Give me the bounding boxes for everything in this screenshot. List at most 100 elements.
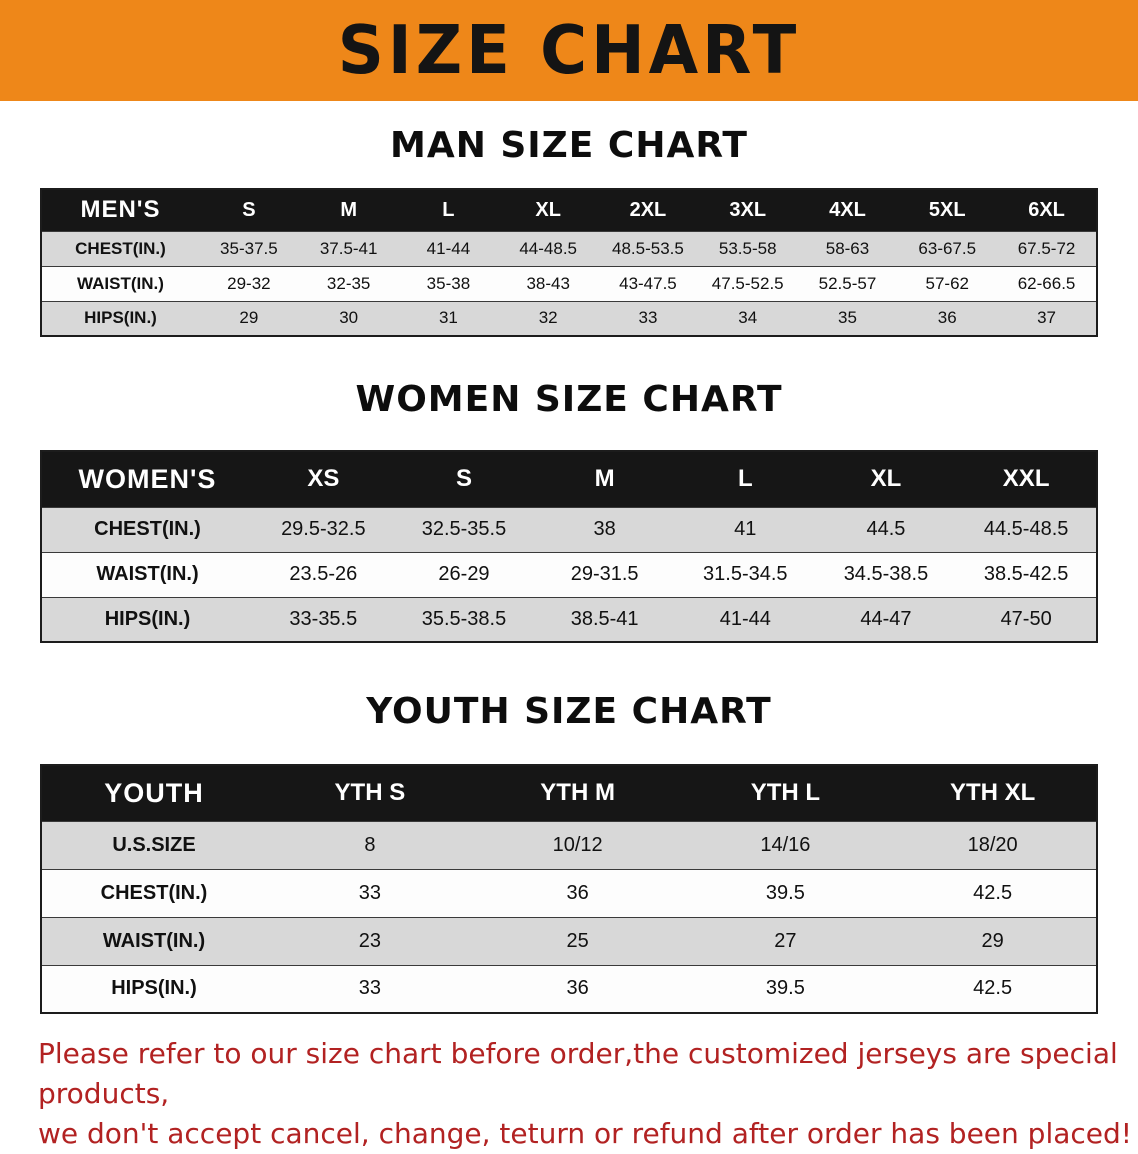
youth-size-table: YOUTH YTH S YTH M YTH L YTH XL U.S.SIZE 8 10/12… [40,764,1098,1014]
size-value: 29 [889,916,1097,965]
size-value: 29-32 [199,265,299,301]
size-value: 41-44 [398,230,499,266]
size-column-header: L [398,189,499,231]
row-label: WAIST(IN.) [41,551,253,597]
size-value: 36 [897,300,998,336]
row-label: HIPS(IN.) [41,596,253,642]
page-title: SIZE CHART [337,11,801,90]
size-value: 48.5-53.5 [598,230,698,266]
size-column-header: XL [815,451,957,507]
size-value: 8 [266,820,474,869]
size-value: 33 [266,964,474,1013]
size-value: 38 [534,506,675,552]
table-row: WAIST(IN.) 23 25 27 29 [41,916,1097,965]
size-column-header: 3XL [697,189,798,231]
size-value: 35-38 [398,265,499,301]
size-value: 23 [266,916,474,965]
table-row: HIPS(IN.) 33 36 39.5 42.5 [41,964,1097,1013]
size-value: 62-66.5 [997,265,1097,301]
size-value: 44.5-48.5 [956,506,1097,552]
size-value: 32.5-35.5 [393,506,535,552]
disclaimer-line-2: we don't accept cancel, change, teturn o… [38,1117,1133,1150]
size-column-header: XXL [956,451,1097,507]
size-value: 36 [473,964,682,1013]
size-value: 31.5-34.5 [674,551,816,597]
size-column-header: YTH S [266,765,474,821]
size-column-header: YTH XL [889,765,1097,821]
size-value: 29 [199,300,299,336]
size-value: 35.5-38.5 [393,596,535,642]
table-header-row: YOUTH YTH S YTH M YTH L YTH XL [41,765,1097,821]
banner: SIZE CHART [0,0,1138,101]
size-value: 42.5 [889,868,1097,917]
men-size-table: MEN'S S M L XL 2XL 3XL 4XL 5XL 6XL CHEST(IN.) 35-37… [40,188,1098,337]
disclaimer-line-1: Please refer to our size chart before or… [38,1037,1118,1110]
row-label: WAIST(IN.) [41,916,266,965]
size-value: 23.5-26 [253,551,394,597]
size-column-header: 5XL [897,189,998,231]
size-value: 33-35.5 [253,596,394,642]
women-size-section: WOMEN SIZE CHART WOMEN'S XS S M L XL XXL CHEST(… [0,379,1138,643]
size-column-header: M [534,451,675,507]
size-column-header: S [199,189,299,231]
size-value: 52.5-57 [797,265,898,301]
row-label: WAIST(IN.) [41,265,199,301]
size-value: 31 [398,300,499,336]
size-value: 35 [797,300,898,336]
size-column-header: 6XL [997,189,1097,231]
size-value: 44.5 [815,506,957,552]
size-value: 35-37.5 [199,230,299,266]
size-value: 41-44 [674,596,816,642]
size-value: 67.5-72 [997,230,1097,266]
size-value: 41 [674,506,816,552]
size-value: 29-31.5 [534,551,675,597]
size-value: 37 [997,300,1097,336]
size-value: 14/16 [681,820,890,869]
table-row: WAIST(IN.) 23.5-26 26-29 29-31.5 31.5-34.5 34… [41,551,1097,597]
size-value: 53.5-58 [697,230,798,266]
size-value: 47-50 [956,596,1097,642]
size-value: 42.5 [889,964,1097,1013]
size-value: 30 [298,300,399,336]
size-column-header: L [674,451,816,507]
table-row: HIPS(IN.) 29 30 31 32 33 34 35 36 37 [41,300,1097,336]
size-value: 32-35 [298,265,399,301]
size-column-header: YTH M [473,765,682,821]
women-size-table: WOMEN'S XS S M L XL XXL CHEST(IN.) 29.5-32.5 32.5… [40,450,1098,643]
table-row: CHEST(IN.) 35-37.5 37.5-41 41-44 44-48.5 48.5… [41,230,1097,266]
youth-size-section: YOUTH SIZE CHART YOUTH YTH S YTH M YTH L YTH… [0,691,1138,1014]
table-header-row: MEN'S S M L XL 2XL 3XL 4XL 5XL 6XL [41,189,1097,231]
size-value: 34 [697,300,798,336]
size-value: 33 [598,300,698,336]
size-value: 32 [498,300,599,336]
women-section-title: WOMEN SIZE CHART [355,379,783,420]
size-value: 39.5 [681,868,890,917]
size-value: 18/20 [889,820,1097,869]
row-label: HIPS(IN.) [41,964,266,1013]
size-value: 27 [681,916,890,965]
table-corner-label: MEN'S [41,189,199,231]
size-value: 29.5-32.5 [253,506,394,552]
size-value: 26-29 [393,551,535,597]
disclaimer: Please refer to our size chart before or… [38,1034,1138,1154]
table-header-row: WOMEN'S XS S M L XL XXL [41,451,1097,507]
size-value: 63-67.5 [897,230,998,266]
row-label: CHEST(IN.) [41,506,253,552]
table-row: HIPS(IN.) 33-35.5 35.5-38.5 38.5-41 41-44 44-… [41,596,1097,642]
size-column-header: 4XL [797,189,898,231]
size-column-header: YTH L [681,765,890,821]
table-row: U.S.SIZE 8 10/12 14/16 18/20 [41,820,1097,869]
size-value: 34.5-38.5 [815,551,957,597]
size-value: 43-47.5 [598,265,698,301]
size-value: 38-43 [498,265,599,301]
row-label: CHEST(IN.) [41,230,199,266]
youth-section-title: YOUTH SIZE CHART [366,691,772,732]
table-row: WAIST(IN.) 29-32 32-35 35-38 38-43 43-47.5 47.… [41,265,1097,301]
row-label: U.S.SIZE [41,820,266,869]
size-value: 44-47 [815,596,957,642]
men-size-section: MAN SIZE CHART MEN'S S M L XL 2XL 3XL 4XL 5XL 6XL… [0,125,1138,337]
size-value: 38.5-42.5 [956,551,1097,597]
row-label: CHEST(IN.) [41,868,266,917]
size-column-header: XS [253,451,394,507]
